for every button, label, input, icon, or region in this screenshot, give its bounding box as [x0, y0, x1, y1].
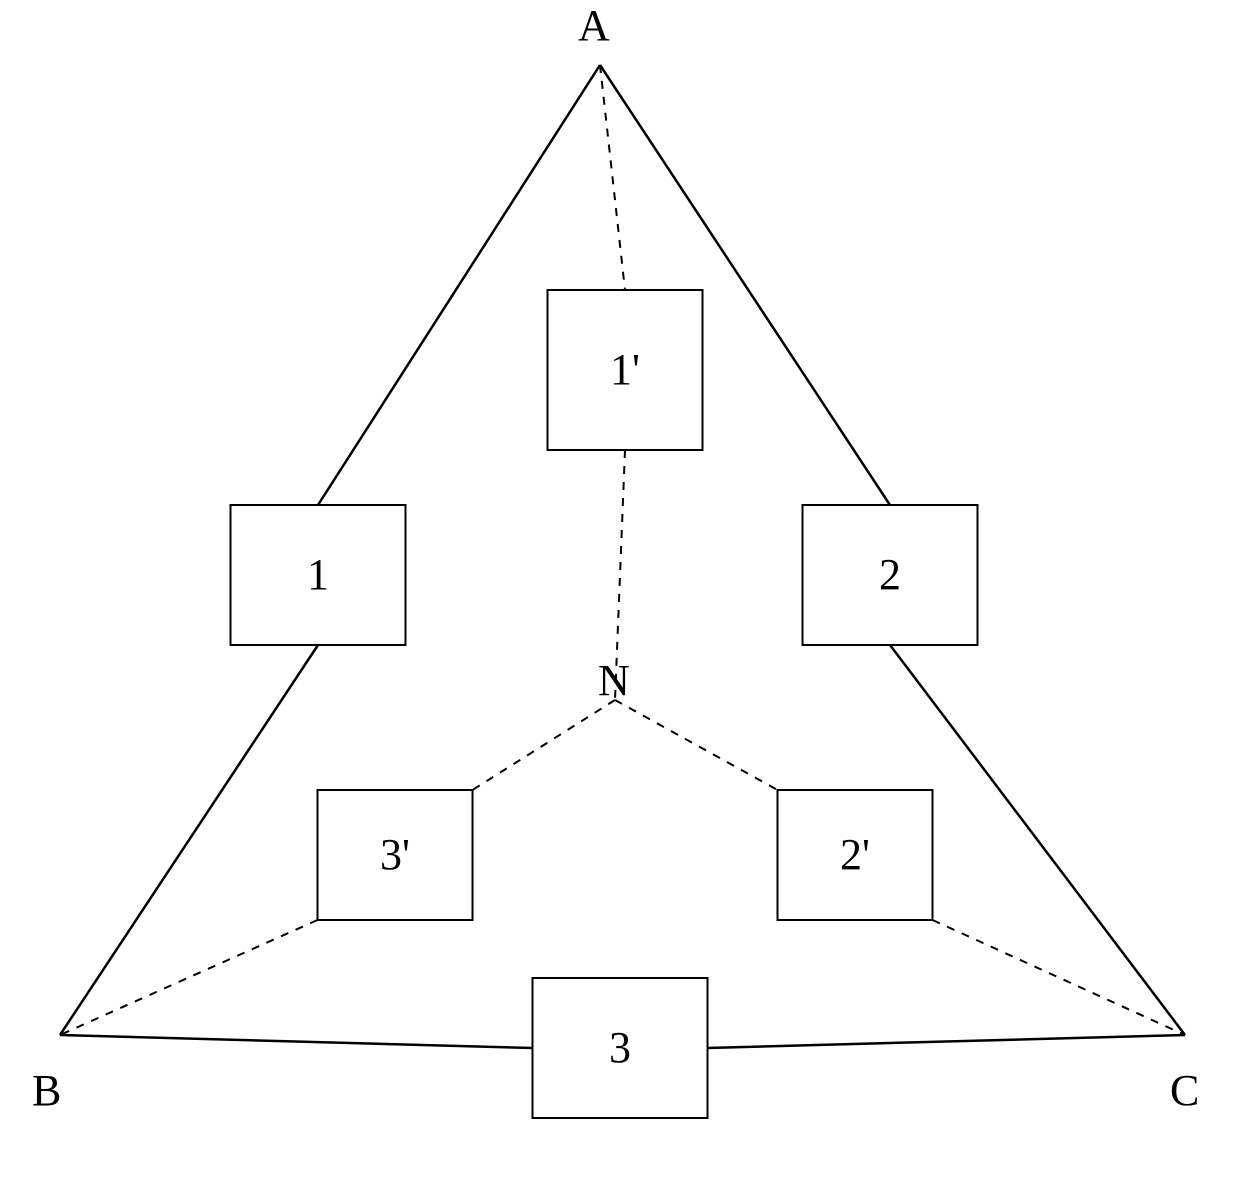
box-label-b3: 3 [609, 1023, 631, 1072]
diagram-canvas: 1 2 3 1' 2' 3' A B C N [0, 0, 1240, 1189]
box-label-b3p: 3' [380, 830, 410, 879]
box-label-b1p: 1' [610, 345, 640, 394]
edge-b3-C [708, 1035, 1186, 1048]
vertex-label-B: B [32, 1066, 61, 1115]
edge-b2-C [890, 645, 1185, 1035]
box-label-b2p: 2' [840, 830, 870, 879]
edge-layer [60, 65, 1185, 1048]
edge-B-b3 [60, 1035, 533, 1048]
box-label-b1: 1 [307, 550, 329, 599]
edge-b2p-C [933, 920, 1186, 1035]
edge-N-b3p [473, 700, 616, 790]
edge-b1-B [60, 645, 318, 1035]
vertex-label-N: N [598, 656, 630, 705]
vertex-label-C: C [1170, 1066, 1199, 1115]
vertex-label-A: A [578, 1, 610, 50]
box-label-b2: 2 [879, 550, 901, 599]
edge-N-b2p [615, 700, 778, 790]
label-layer: 1 2 3 1' 2' 3' A B C N [32, 1, 1199, 1115]
